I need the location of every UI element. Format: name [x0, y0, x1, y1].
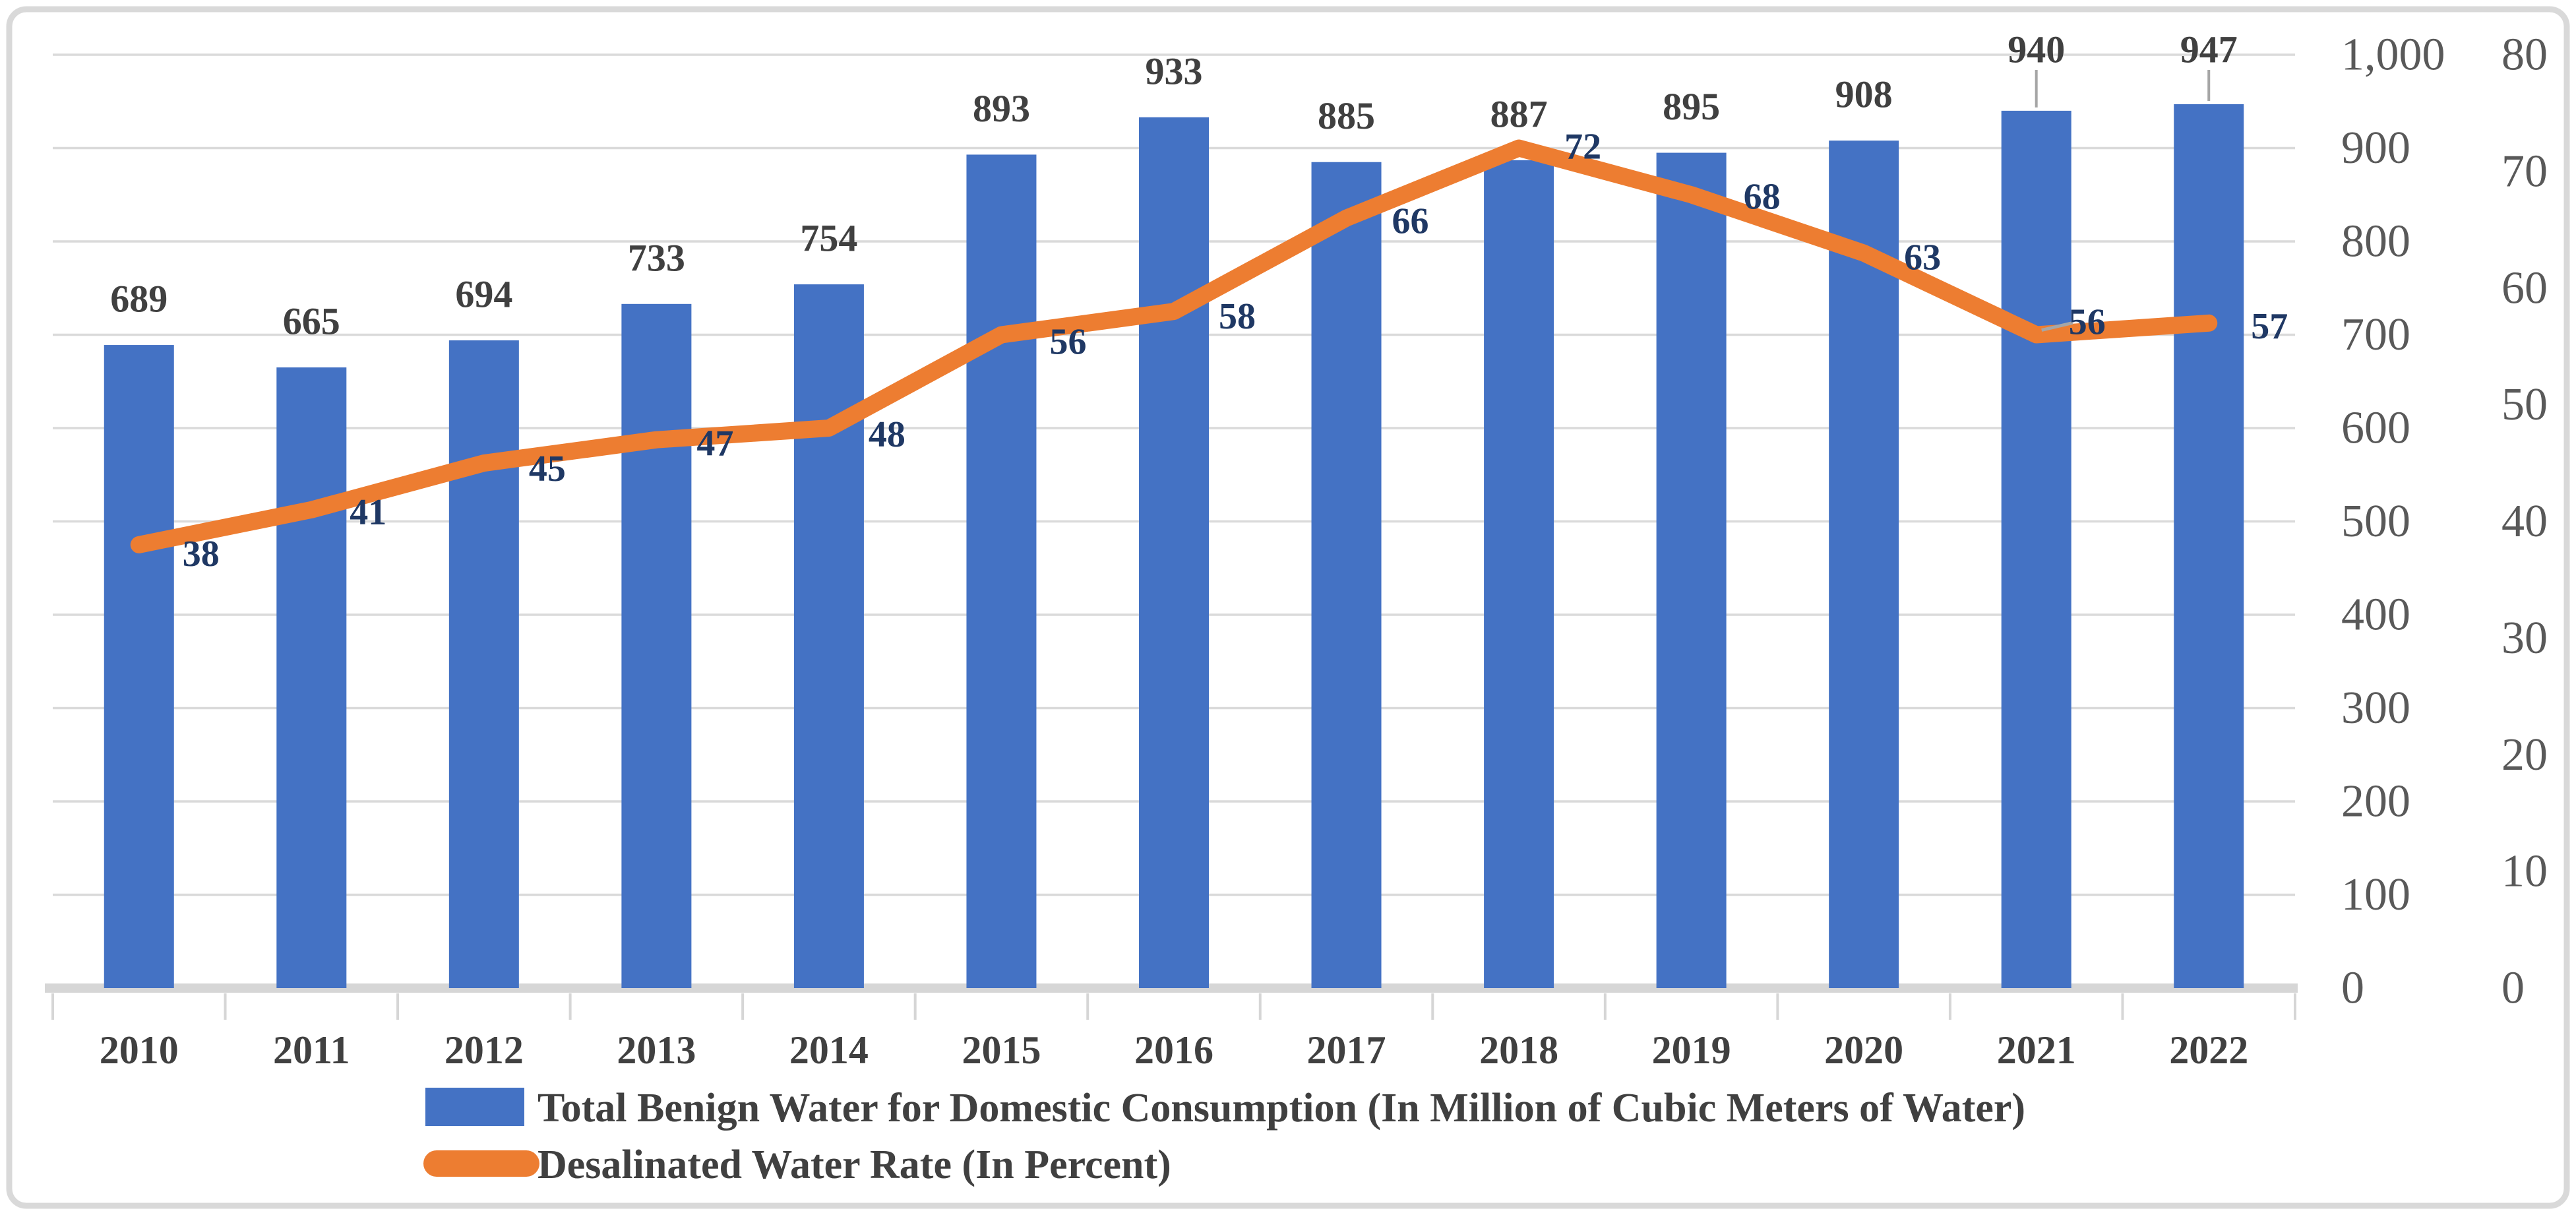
x-axis-label-2020: 2020: [1824, 1028, 1903, 1072]
primary-axis-tick-label: 0: [2341, 963, 2364, 1014]
x-axis-ticks-group: [51, 993, 2296, 1020]
secondary-axis-tick-label: 30: [2501, 613, 2548, 664]
bar-label: 694: [455, 272, 512, 315]
bar-2010: [104, 345, 174, 988]
primary-axis-tick-label: 400: [2341, 590, 2410, 640]
bar-2018: [1484, 160, 1554, 988]
bar-label: 754: [800, 217, 857, 260]
legend-bar-swatch-icon: [425, 1088, 524, 1126]
secondary-axis-tick-label: 80: [2501, 30, 2548, 80]
x-axis-label-2012: 2012: [445, 1028, 524, 1072]
line-label: 41: [350, 492, 386, 533]
bar-label: 733: [628, 236, 685, 279]
x-axis-labels-group: 2010 2011 2012 2013 2014 2015 2016 2017 2018 2019…: [100, 1028, 2248, 1072]
line-label: 63: [1904, 237, 1941, 278]
bar-label: 908: [1835, 73, 1893, 116]
x-axis-label-2018: 2018: [1479, 1028, 1558, 1072]
line-label: 57: [2251, 306, 2288, 347]
primary-axis-tick-label: 200: [2341, 776, 2410, 827]
secondary-axis-tick-label: 40: [2501, 496, 2548, 547]
bar-label: 665: [283, 300, 340, 343]
label-leader-lines-group: [2035, 70, 2211, 332]
x-axis-label-2016: 2016: [1134, 1028, 1213, 1072]
primary-axis-tick-label: 1,000: [2341, 30, 2445, 80]
legend-line-swatch-icon: [423, 1150, 539, 1177]
secondary-axis-tick-label: 50: [2501, 379, 2548, 430]
line-label: 45: [529, 449, 566, 489]
line-label: 47: [696, 423, 733, 464]
bar-label: 895: [1663, 85, 1720, 128]
x-axis-label-2010: 2010: [100, 1028, 179, 1072]
bar-label: 940: [2008, 28, 2065, 71]
secondary-axis-tick-label: 10: [2501, 846, 2548, 897]
bar-label: 887: [1490, 92, 1548, 135]
primary-axis-tick-label: 600: [2341, 403, 2410, 454]
line-labels-group: 38 41 45 47 48 56 58 66 72 68 63 56 57: [183, 127, 2288, 575]
x-axis-label-2022: 2022: [2169, 1028, 2248, 1072]
line-label: 66: [1392, 201, 1429, 242]
legend-label-line-series: Desalinated Water Rate (In Percent): [537, 1142, 1171, 1187]
bar-2021: [2001, 110, 2071, 988]
x-axis-label-2013: 2013: [617, 1028, 696, 1072]
bar-label: 947: [2180, 28, 2238, 71]
primary-axis-tick-label: 100: [2341, 869, 2410, 920]
line-label: 38: [183, 534, 220, 575]
bar-2019: [1656, 152, 1727, 989]
bar-label: 933: [1146, 49, 1203, 92]
bar-2014: [793, 284, 864, 989]
bar-2013: [621, 303, 692, 989]
line-label: 56: [2069, 302, 2106, 343]
bar-2012: [448, 340, 519, 988]
primary-axis-labels-group: 0 100 200 300 400 500 600 700 800 900 1,000: [2341, 30, 2445, 1014]
line-label: 56: [1049, 322, 1086, 363]
line-label: 68: [1744, 176, 1781, 217]
bar-2015: [966, 154, 1037, 988]
bar-2011: [276, 367, 347, 988]
line-label: 58: [1219, 296, 1256, 337]
bar-2020: [1829, 140, 1899, 989]
primary-axis-tick-label: 700: [2341, 309, 2410, 360]
bar-label: 885: [1318, 94, 1375, 137]
line-label: 48: [869, 414, 905, 455]
primary-axis-tick-label: 900: [2341, 123, 2410, 173]
chart-border: [6, 6, 2570, 1209]
bar-2016: [1139, 117, 1209, 989]
rate-line: [130, 139, 2218, 553]
bar-label: 893: [973, 87, 1030, 130]
primary-axis-tick-label: 800: [2341, 216, 2410, 267]
line-label: 72: [1564, 127, 1601, 168]
secondary-axis-tick-label: 0: [2501, 963, 2525, 1014]
x-axis-label-2011: 2011: [273, 1028, 350, 1072]
bars-group: [104, 104, 2244, 989]
bar-label: 689: [110, 278, 168, 321]
x-axis-label-2017: 2017: [1307, 1028, 1386, 1072]
secondary-axis-tick-label: 20: [2501, 730, 2548, 780]
secondary-axis-tick-label: 70: [2501, 146, 2548, 197]
x-axis-label-2014: 2014: [789, 1028, 869, 1072]
legend: Total Benign Water for Domestic Consumpt…: [423, 1086, 2025, 1187]
bar-2022: [2174, 104, 2244, 988]
x-axis-label-2021: 2021: [1997, 1028, 2076, 1072]
legend-item-bar-series: Total Benign Water for Domestic Consumpt…: [425, 1086, 2025, 1131]
legend-label-bar-series: Total Benign Water for Domestic Consumpt…: [537, 1086, 2025, 1131]
bar-labels-group: 689 665 694 733 754 893 933 885 887 895 908 940 947: [110, 28, 2237, 343]
secondary-axis-tick-label: 60: [2501, 263, 2548, 313]
secondary-axis-labels-group: 0 10 20 30 40 50 60 70 80: [2501, 30, 2548, 1014]
primary-axis-tick-label: 300: [2341, 683, 2410, 733]
x-axis-label-2015: 2015: [962, 1028, 1041, 1072]
bar-2017: [1311, 162, 1382, 989]
line-label-leader: [2041, 321, 2073, 332]
x-axis-label-2019: 2019: [1652, 1028, 1731, 1072]
legend-item-line-series: Desalinated Water Rate (In Percent): [423, 1142, 1171, 1187]
primary-axis-tick-label: 500: [2341, 496, 2410, 547]
